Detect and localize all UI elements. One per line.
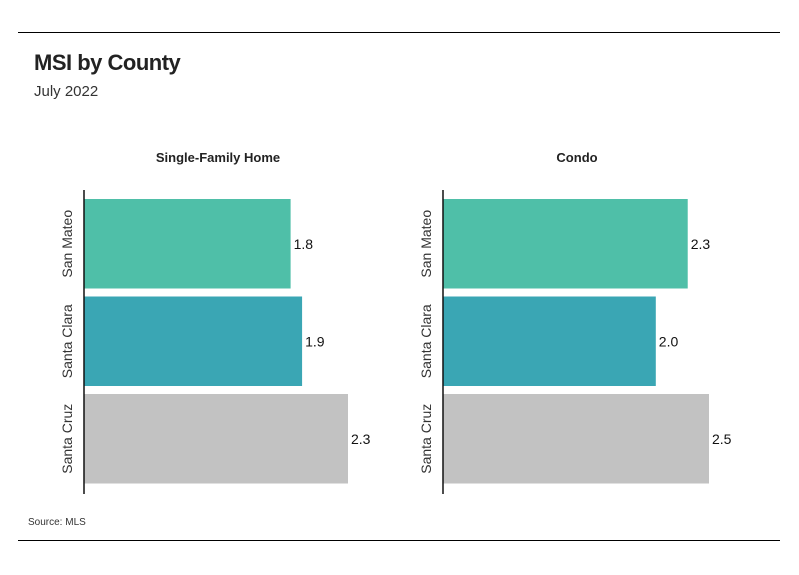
bottom-rule [18, 540, 780, 541]
value-label-0-0: 1.8 [294, 236, 314, 252]
category-label-1-2: Santa Cruz [418, 404, 434, 474]
category-label-0-0: San Mateo [59, 210, 75, 278]
value-label-1-1: 2.0 [659, 333, 679, 349]
panel-title-0: Single-Family Home [156, 150, 280, 165]
bar-1-2 [443, 394, 709, 484]
source-note: Source: MLS [28, 517, 86, 528]
bar-0-0 [84, 199, 291, 289]
category-label-1-0: San Mateo [418, 210, 434, 278]
chart-title: MSI by County [34, 50, 181, 75]
bar-1-0 [443, 199, 688, 289]
category-label-1-1: Santa Clara [418, 304, 434, 378]
bar-0-2 [84, 394, 348, 484]
category-label-0-1: Santa Clara [59, 304, 75, 378]
panel-title-1: Condo [556, 150, 597, 165]
value-label-1-2: 2.5 [712, 431, 732, 447]
category-label-0-2: Santa Cruz [59, 404, 75, 474]
value-label-1-0: 2.3 [691, 236, 711, 252]
bar-0-1 [84, 296, 303, 386]
top-rule [18, 32, 780, 33]
value-label-0-1: 1.9 [305, 333, 325, 349]
value-label-0-2: 2.3 [351, 431, 371, 447]
chart-subtitle: July 2022 [34, 83, 99, 100]
bar-1-1 [443, 296, 656, 386]
